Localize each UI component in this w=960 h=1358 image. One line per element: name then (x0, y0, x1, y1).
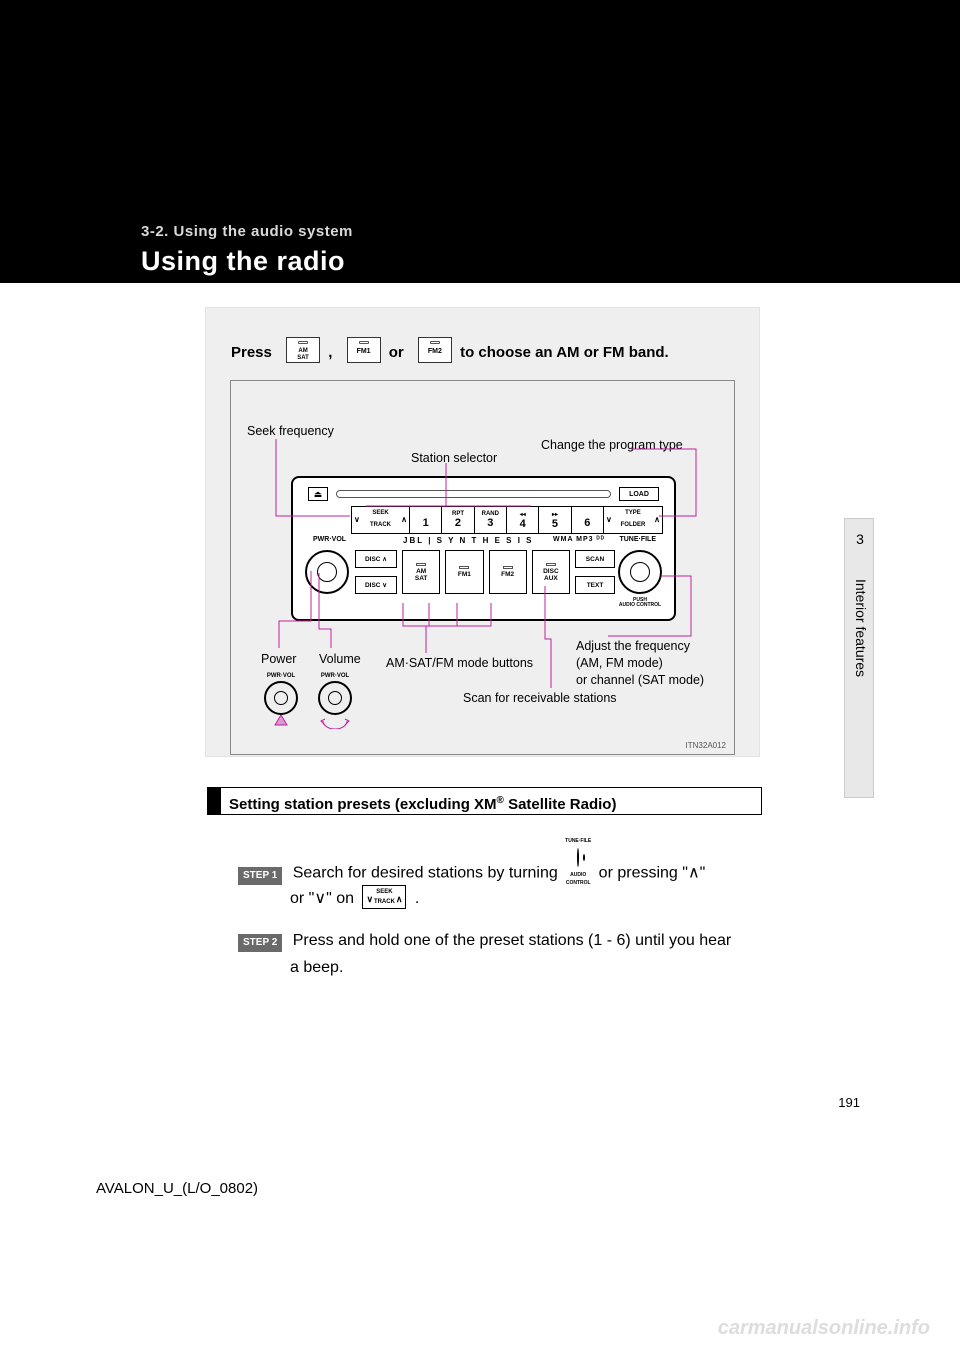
or-label: or (389, 344, 404, 361)
step-1-line-2: or "∨" on ∨ SEEK TRACK ∧ . (290, 885, 419, 912)
section-heading: Setting station presets (excluding XM® S… (207, 787, 762, 815)
am-label: AM (287, 348, 319, 354)
chapter-label: Interior features (853, 579, 869, 677)
sat-label: SAT (287, 355, 319, 361)
seek-track-icon: ∨ SEEK TRACK ∧ (362, 885, 406, 909)
step-2-badge: STEP 2 (238, 934, 282, 952)
page-title: Using the radio (141, 246, 345, 277)
step-2-line-2: a beep. (290, 955, 343, 981)
side-tab: 3 Interior features (844, 518, 874, 798)
watermark: carmanualsonline.info (718, 1317, 930, 1340)
instruction-tail: to choose an AM or FM band. (460, 344, 669, 361)
fm2-button-icon: FM2 (418, 337, 452, 363)
fm2-label: FM2 (419, 348, 451, 355)
am-sat-button-icon: AM SAT (286, 337, 320, 363)
step-1-badge: STEP 1 (238, 867, 282, 885)
leader-lines (231, 381, 736, 756)
comma: , (328, 344, 332, 361)
page-number: 191 (838, 1095, 860, 1110)
fm1-button-icon: FM1 (347, 337, 381, 363)
footer-text: AVALON_U_(L/O_0802) (96, 1180, 258, 1197)
radio-diagram: Seek frequency Station selector Change t… (230, 380, 735, 755)
step-1-line-1: STEP 1 Search for desired stations by tu… (238, 837, 763, 887)
fm1-label: FM1 (348, 348, 380, 355)
chapter-number: 3 (845, 531, 875, 547)
breadcrumb: 3-2. Using the audio system (141, 223, 353, 240)
page-header (0, 0, 960, 283)
step-2-line-1: STEP 2 Press and hold one of the preset … (238, 928, 763, 954)
tune-knob-icon: TUNE·FILE AUDIO CONTROL (562, 837, 594, 887)
press-label: Press (231, 344, 272, 361)
instruction-line: Press AM SAT , FM1 or FM2 to choose an A… (231, 337, 675, 363)
